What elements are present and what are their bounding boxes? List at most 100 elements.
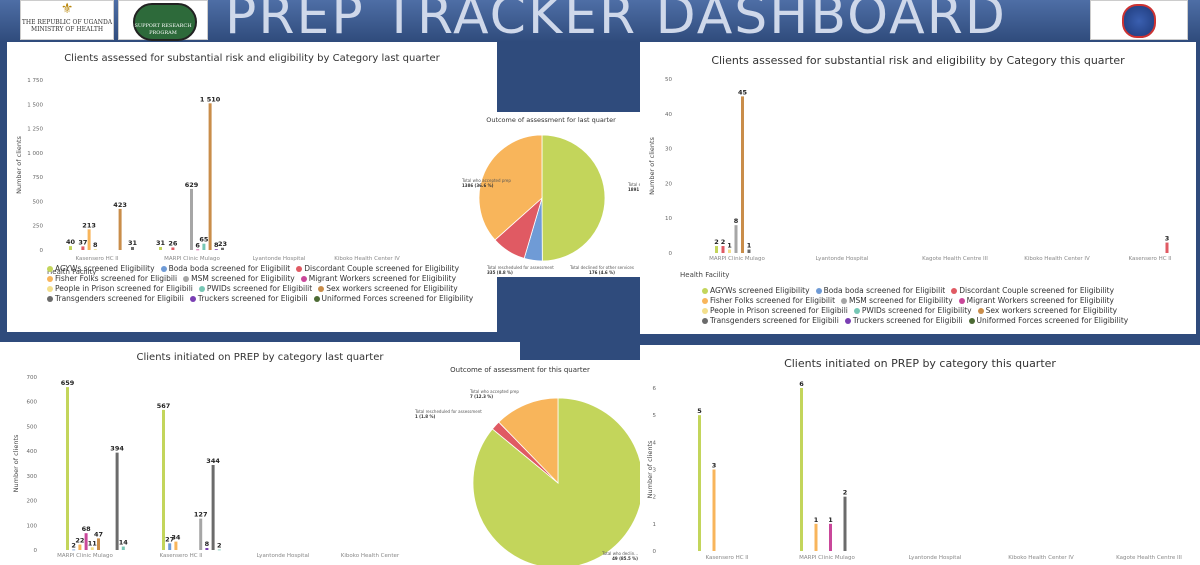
partner-logo <box>1090 0 1188 40</box>
legend-label: Discordant Couple screened for Eligibili… <box>304 264 460 273</box>
legend-item[interactable]: Boda boda screened for Eligibilit <box>160 264 290 274</box>
support-program-logo: SUPPORT RESEARCH PROGRAM <box>118 0 208 41</box>
data-label: 567 <box>157 402 171 410</box>
bar <box>171 247 175 250</box>
bar <box>118 208 122 250</box>
data-label: 47 <box>94 530 103 538</box>
category-label: Kasensero HC II <box>75 256 118 262</box>
legend-item[interactable]: Sex workers screened for Eligibility <box>977 306 1117 316</box>
bar <box>202 243 206 250</box>
legend-item[interactable]: PWIDs screened for Eligibilit <box>198 284 313 294</box>
legend-item[interactable]: Fisher Folks screened for Eligibilit <box>702 296 835 306</box>
legend-label: Boda boda screened for Eligibilit <box>823 286 946 295</box>
bar <box>205 548 209 550</box>
category-label: Kiboko Health Center IV <box>334 256 400 262</box>
pie-slice-value: 7 (12.3 %) <box>470 394 493 399</box>
data-label: 1 <box>828 516 833 524</box>
legend-item[interactable]: AGYWs screened Eligibility <box>702 286 810 296</box>
legend-swatch <box>951 288 958 294</box>
legend-assess-last: AGYWs screened Eligibility Boda boda scre… <box>47 264 497 304</box>
legend-item[interactable]: MSM screened for Eligibility <box>841 296 953 306</box>
legend-item[interactable]: Fisher Folks screened for Eligibili <box>47 274 177 284</box>
legend-item[interactable]: Discordant Couple screened for Eligibili… <box>951 286 1114 296</box>
legend-swatch <box>47 276 53 282</box>
chart-assess-last: 0 250 500 750 1 000 1 250 1 500 1 750 Number of … <box>15 78 400 276</box>
globe-icon <box>1122 4 1156 38</box>
bar <box>87 229 91 250</box>
pie-slice-label: Total who declin... <box>601 551 638 556</box>
pie-slice-value: 176 (4.6 %) <box>589 270 615 275</box>
data-label: 22 <box>75 537 84 545</box>
legend-label: Truckers screened for Eligibili <box>197 294 308 303</box>
legend-swatch <box>815 288 822 294</box>
legend-label: PWIDs screened for Eligibilit <box>206 284 313 293</box>
chart-assess-this: 0 10 20 30 40 50 Number of clients MARPI Clinic… <box>648 77 1172 279</box>
legend-label: AGYWs screened Eligibility <box>710 286 810 295</box>
legend-item[interactable]: Transgenders screened for Eligibili <box>47 294 184 304</box>
panel-pie-this: Outcome of assessment for this quarter T… <box>400 360 640 565</box>
bar <box>698 415 701 551</box>
legend-label: MSM screened for Eligibility <box>191 274 295 283</box>
category-label: Kiboko Health Center <box>341 553 400 559</box>
legend-item[interactable]: People in Prison screened for Eligibili <box>702 306 848 316</box>
pie-chart-last: Total eli...1891 Total declined for other… <box>462 134 640 275</box>
data-label: 2 <box>843 489 848 497</box>
legend-item[interactable]: Truckers screened for Eligibili <box>189 294 308 304</box>
legend-item[interactable]: Migrant Workers screened for Eligibility <box>300 274 456 284</box>
category-label: Kiboko Health Center IV <box>1024 256 1090 262</box>
y-tick-label: 3 <box>653 468 657 474</box>
moh-logo-line-1: THE REPUBLIC OF UGANDA <box>21 19 113 26</box>
y-tick-label: 750 <box>33 175 44 181</box>
data-label: 1 <box>747 242 752 250</box>
legend-swatch <box>702 298 708 304</box>
legend-label: Migrant Workers screened for Eligibility <box>966 296 1114 305</box>
data-label: 31 <box>156 239 166 247</box>
category-label: Kagote Health Centre III <box>1116 555 1182 561</box>
legend-item[interactable]: Migrant Workers screened for Eligibility <box>958 296 1114 306</box>
legend-label: Transgenders screened for Eligibili <box>55 294 184 303</box>
bar <box>829 523 832 551</box>
legend-swatch <box>702 318 708 324</box>
y-tick-label: 1 <box>653 522 657 528</box>
legend-item[interactable]: Boda boda screened for Eligibilit <box>815 286 946 296</box>
legend-item[interactable]: Uniformed Forces screened for Eligibilit… <box>313 294 474 304</box>
legend-item[interactable]: Sex workers screened for Eligibility <box>318 284 458 294</box>
legend-item[interactable]: Transgenders screened for Eligibili <box>702 316 839 326</box>
pie-slice-value: 49 (85.5 %) <box>612 556 638 561</box>
legend-item[interactable]: MSM screened for Eligibility <box>183 274 295 284</box>
legend-item[interactable]: Discordant Couple screened for Eligibili… <box>296 264 459 274</box>
legend-item[interactable]: Truckers screened for Eligibili <box>844 316 963 326</box>
legend-item[interactable]: People in Prison screened for Eligibili <box>47 284 193 294</box>
legend-item[interactable]: PWIDs screened for Eligibility <box>853 306 972 316</box>
y-tick-label: 1 750 <box>27 78 43 84</box>
legend-swatch <box>183 276 190 282</box>
panel-init-this: Clients initiated on PREP by category th… <box>640 345 1200 565</box>
legend-label: Uniformed Forces screened for Eligibilit… <box>321 294 474 303</box>
legend-swatch <box>958 298 965 304</box>
bar <box>174 541 178 550</box>
legend-item[interactable]: Uniformed Forces screened for Eligibilit… <box>968 316 1128 326</box>
bar <box>208 103 212 250</box>
legend-item[interactable]: AGYWs screened Eligibility <box>47 264 155 274</box>
legend-swatch <box>296 266 303 272</box>
y-tick-label: 10 <box>665 216 672 222</box>
data-label: 423 <box>113 201 127 209</box>
coat-of-arms-icon: ⚜ <box>60 1 74 17</box>
bar <box>721 246 725 253</box>
chart-title-init-this: Clients initiated on PREP by category th… <box>784 357 1056 370</box>
category-label: Lyantonde Hospital <box>816 256 869 262</box>
legend-swatch <box>47 296 53 302</box>
legend-swatch <box>189 296 196 302</box>
pie-slice-label: Total rescheduled for assessment <box>414 409 482 414</box>
panel-assess-this: Clients assessed for substantial risk an… <box>640 42 1196 334</box>
bar <box>69 246 72 250</box>
bar <box>712 469 716 551</box>
legend-swatch <box>702 308 708 314</box>
category-label: Kiboko Health Center IV <box>1008 555 1074 561</box>
legend-assess-this: AGYWs screened Eligibility Boda boda scre… <box>702 286 1192 326</box>
y-tick-label: 200 <box>27 499 38 505</box>
data-label: 2 <box>721 238 726 246</box>
pie-slice <box>472 397 640 565</box>
bar <box>66 387 69 550</box>
bar <box>81 246 85 250</box>
